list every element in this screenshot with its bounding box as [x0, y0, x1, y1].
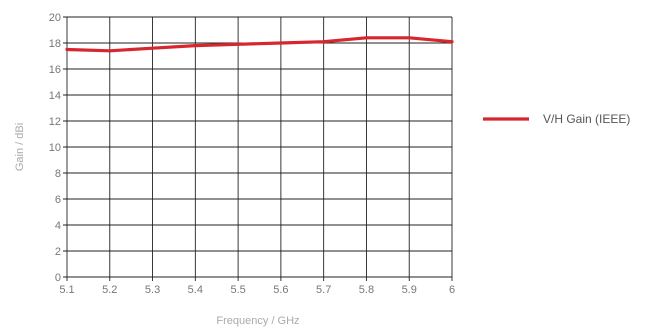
data-point	[364, 36, 368, 40]
x-tick-label: 6	[449, 284, 455, 296]
data-point	[322, 40, 326, 44]
y-tick-label: 18	[49, 38, 61, 50]
x-tick-label: 5.2	[102, 284, 117, 296]
data-point	[279, 41, 283, 45]
x-tick-label: 5.4	[188, 284, 203, 296]
x-tick-label: 5.6	[273, 284, 288, 296]
data-point	[108, 49, 112, 53]
y-axis-label: Gain / dBi	[14, 123, 26, 171]
y-tick-label: 8	[55, 168, 61, 180]
x-tick-label: 5.7	[316, 284, 331, 296]
x-tick-label: 5.8	[359, 284, 374, 296]
legend-label: V/H Gain (IEEE)	[543, 112, 630, 126]
y-tick-label: 4	[55, 220, 61, 232]
y-tick-label: 10	[49, 142, 61, 154]
tick-labels: 5.1 5.2 5.3 5.4 5.5 5.6 5.7 5.8 5.9 6 0 2 4 6 8 10 12 14 1…	[49, 12, 455, 296]
y-tick-label: 20	[49, 12, 61, 24]
data-point	[151, 46, 155, 50]
y-tick-label: 6	[55, 194, 61, 206]
data-point	[407, 36, 411, 40]
x-tick-label: 5.9	[402, 284, 417, 296]
x-tick-label: 5.1	[59, 284, 74, 296]
x-axis-label: Frequency / GHz	[216, 315, 299, 327]
data-point	[193, 44, 197, 48]
y-tick-label: 2	[55, 246, 61, 258]
y-tick-label: 12	[49, 116, 61, 128]
data-point	[65, 48, 69, 51]
data-point	[236, 42, 240, 46]
x-tick-label: 5.3	[145, 284, 160, 296]
legend: V/H Gain (IEEE)	[483, 112, 630, 126]
data-point	[450, 40, 454, 44]
y-tick-label: 14	[49, 90, 61, 102]
y-tick-label: 0	[55, 272, 61, 284]
series-line	[65, 36, 454, 53]
x-tick-label: 5.5	[230, 284, 245, 296]
y-tick-label: 16	[49, 64, 61, 76]
grid	[63, 16, 453, 281]
series-layer	[65, 36, 454, 53]
